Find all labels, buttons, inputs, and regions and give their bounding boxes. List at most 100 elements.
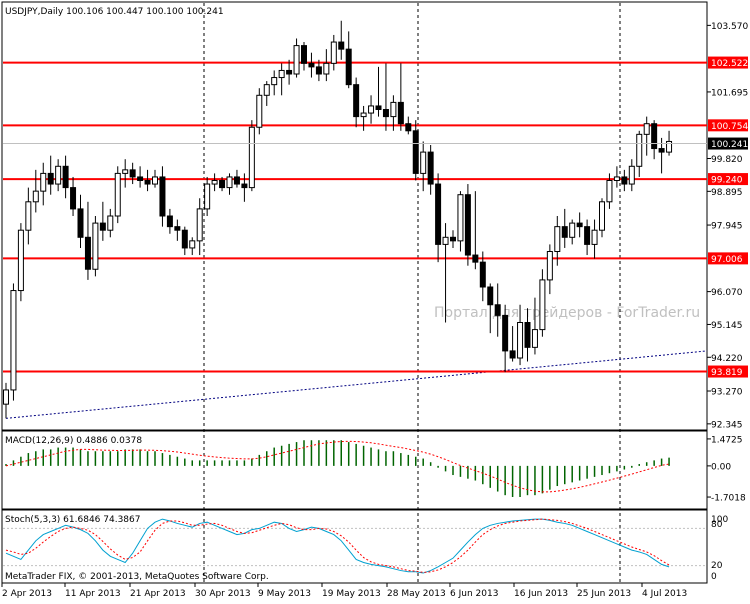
candle-body xyxy=(211,180,218,185)
stoch-signal-line xyxy=(5,518,670,573)
candle xyxy=(613,166,620,188)
candle-body xyxy=(554,226,561,252)
candle-body xyxy=(181,229,188,249)
candle xyxy=(129,162,136,185)
candle xyxy=(271,70,278,96)
candle-body xyxy=(599,201,605,231)
candle xyxy=(584,219,591,256)
macd-header: MACD(12,26,9) 0.4886 0.0378 xyxy=(5,436,142,446)
candle xyxy=(256,88,263,135)
level-label: 102.522 xyxy=(711,59,748,69)
price-tick-label: 97.945 xyxy=(711,222,743,232)
candle xyxy=(487,283,494,334)
candle-body xyxy=(301,45,307,64)
candle-body xyxy=(472,254,479,263)
candle-body xyxy=(569,222,576,238)
candle xyxy=(174,219,181,241)
candle xyxy=(420,141,427,192)
candle-body xyxy=(10,290,17,391)
candle-body xyxy=(256,94,263,128)
candle-body xyxy=(114,172,121,217)
candle xyxy=(241,173,248,202)
stochastic-header: Stoch(5,3,3) 61.6846 74.3867 xyxy=(5,515,140,525)
time-tick-label: 11 Apr 2013 xyxy=(65,589,121,599)
candle xyxy=(17,223,24,302)
price-tick-label: 96.070 xyxy=(711,288,743,298)
candle-body xyxy=(509,350,516,359)
candle-body xyxy=(636,133,643,167)
candle-body xyxy=(271,77,278,86)
candle-body xyxy=(420,151,427,174)
candle xyxy=(360,105,367,131)
candle xyxy=(55,159,62,192)
candle-body xyxy=(450,236,456,242)
candle xyxy=(122,159,129,188)
candle-body xyxy=(353,84,360,118)
candle xyxy=(636,130,643,177)
candle xyxy=(144,169,151,192)
candle xyxy=(92,216,99,277)
candle-body xyxy=(412,130,419,174)
candle-body xyxy=(17,229,24,292)
candle xyxy=(531,297,538,355)
candle xyxy=(338,20,345,60)
candle-body xyxy=(390,101,397,118)
candle-body xyxy=(457,194,464,242)
candle-body xyxy=(427,151,434,185)
candle xyxy=(219,176,226,192)
candle-body xyxy=(107,215,114,231)
candle xyxy=(114,166,121,224)
candle-body xyxy=(584,226,591,245)
candle-body xyxy=(47,172,54,185)
candle xyxy=(569,219,576,245)
macd-tick-label: 1.4725 xyxy=(711,435,743,445)
candle xyxy=(606,173,613,209)
candle xyxy=(204,176,211,216)
stoch-tick-label: 80 xyxy=(711,520,723,530)
macd-pane xyxy=(1,430,708,510)
candles xyxy=(3,20,673,419)
level-label: 93.819 xyxy=(711,368,743,378)
level-label-box xyxy=(708,173,748,186)
candle-body xyxy=(539,279,546,331)
candle xyxy=(84,201,91,280)
candle xyxy=(502,304,509,373)
current-price-label: 100.241 xyxy=(711,140,748,150)
candle xyxy=(137,166,144,188)
price-tick-label: 95.145 xyxy=(711,321,743,331)
candle-body xyxy=(487,286,494,306)
candle xyxy=(599,198,605,238)
candle xyxy=(47,155,54,195)
candle xyxy=(450,230,456,248)
candle-body xyxy=(479,261,486,288)
level-label: 97.006 xyxy=(711,255,743,265)
candle-body xyxy=(204,183,211,210)
candle-body xyxy=(524,322,531,348)
candle xyxy=(181,226,188,256)
candle xyxy=(248,120,255,192)
candle-body xyxy=(666,140,673,153)
price-tick-label: 94.220 xyxy=(711,354,743,364)
candle xyxy=(368,95,375,124)
stoch-main-line xyxy=(5,518,670,574)
candle xyxy=(524,308,531,362)
candle-body xyxy=(643,123,650,135)
candle xyxy=(196,198,203,256)
candle-body xyxy=(375,105,382,110)
candle xyxy=(233,169,240,188)
candle xyxy=(77,194,84,248)
current-price-box xyxy=(708,137,748,150)
candle-body xyxy=(233,176,240,185)
candle xyxy=(353,77,360,128)
candle-body xyxy=(174,226,181,231)
watermark-text: Портал для трейдеров - ForTrader.ru xyxy=(434,305,700,321)
candle xyxy=(561,208,568,248)
candle xyxy=(70,176,77,216)
candle xyxy=(286,59,293,85)
candle xyxy=(539,269,546,337)
candle-body xyxy=(591,229,598,245)
candle xyxy=(159,166,166,227)
candle-body xyxy=(166,215,173,228)
price-tick-label: 98.895 xyxy=(711,188,743,198)
